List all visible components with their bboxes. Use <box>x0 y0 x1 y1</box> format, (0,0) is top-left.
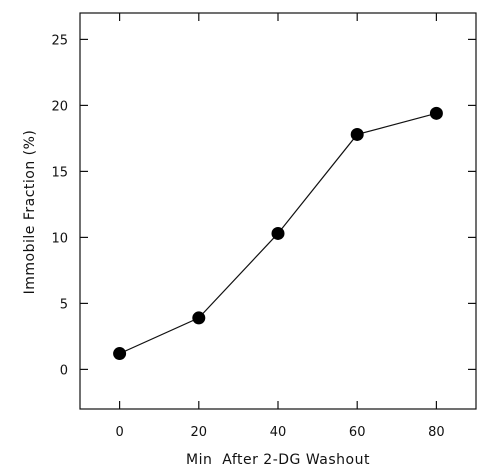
x-tick-label: 40 <box>270 425 287 440</box>
plot-frame <box>79 12 477 410</box>
y-tick-label: 5 <box>60 297 68 312</box>
y-axis-ticks: 0 5 10 15 20 25 <box>51 33 476 378</box>
data-point <box>429 106 443 120</box>
x-tick-label: 60 <box>349 425 366 440</box>
y-tick-label: 15 <box>51 165 68 180</box>
x-tick-label: 20 <box>191 425 208 440</box>
x-tick-label: 0 <box>115 425 123 440</box>
data-point <box>271 226 285 240</box>
y-axis-title: Immobile Fraction (%) <box>22 130 38 295</box>
y-tick-label: 20 <box>51 99 68 114</box>
data-point <box>192 311 206 325</box>
data-point <box>350 127 364 141</box>
y-tick-label: 10 <box>51 231 68 246</box>
x-axis-title: Min After 2-DG Washout <box>186 452 370 468</box>
x-tick-label: 80 <box>428 425 445 440</box>
y-tick-label: 0 <box>60 363 68 378</box>
y-tick-label: 25 <box>51 33 68 48</box>
data-point <box>113 347 127 361</box>
data-points <box>113 106 443 361</box>
x-axis-ticks: 0 20 40 60 80 <box>115 13 445 440</box>
